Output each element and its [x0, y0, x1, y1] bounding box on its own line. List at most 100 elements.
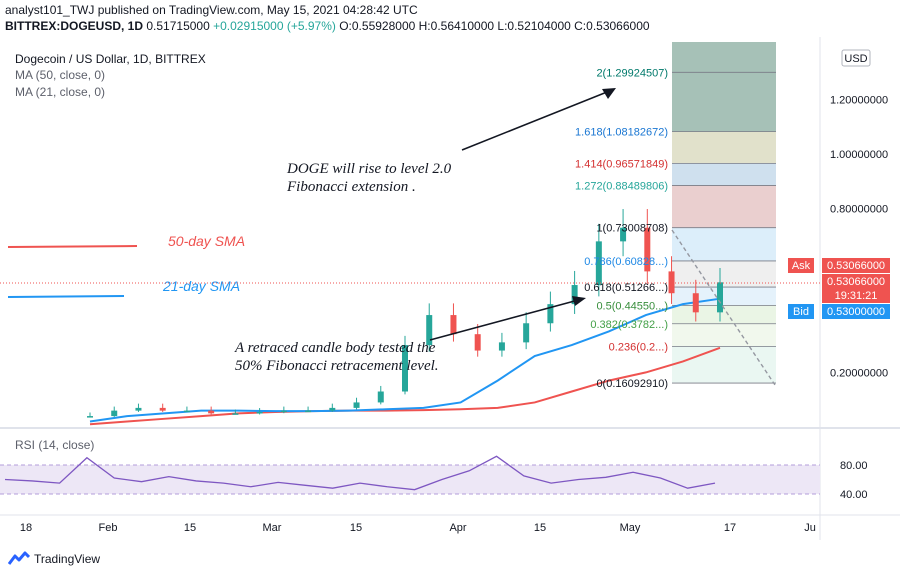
rsi-axis-ticks: 80.00 40.00 — [840, 460, 868, 501]
symbol-header: BITTREX:DOGEUSD, 1D 0.51715000 +0.029150… — [5, 19, 650, 33]
price-tick-1: 1.00000000 — [830, 149, 888, 161]
fib-zone-9 — [672, 346, 776, 384]
sma21-legend-line — [7, 295, 125, 298]
fib-label-3: 1.272(0.88489806) — [575, 180, 668, 192]
last-price-box — [822, 274, 890, 303]
fib-label-0: 2(1.29924507) — [596, 67, 668, 79]
currency-button[interactable] — [841, 49, 871, 67]
target-arrow — [461, 89, 613, 151]
fib-label-4: 1(0.73008708) — [596, 223, 668, 235]
bid-price: 0.53000000 — [827, 306, 885, 318]
currency-label: USD — [844, 53, 867, 65]
last-price: 0.53066000 — [827, 276, 885, 288]
ma50-legend[interactable]: MA (50, close, 0) — [15, 68, 105, 82]
rsi-tick-1: 40.00 — [840, 489, 868, 501]
bid-tag — [788, 304, 814, 319]
candle-body — [159, 407, 166, 411]
candle-body — [717, 282, 723, 313]
fib-zone-8 — [672, 323, 776, 347]
low-value: L:0.52104000 — [497, 19, 571, 33]
ask-price: 0.53066000 — [827, 260, 885, 272]
candle-body — [87, 416, 93, 418]
candle-body — [183, 410, 190, 413]
fib-label-8: 0.382(0.3782...) — [590, 319, 668, 331]
change-header: +0.02915000 (+5.97%) — [213, 19, 336, 33]
candle-body — [571, 285, 578, 305]
retrace-annotation-line2: 50% Fibonacci retracement level. — [235, 358, 439, 374]
candle-body — [450, 315, 457, 335]
retrace-annotation-line1: A retraced candle body tested the — [234, 340, 436, 356]
candle-body — [620, 227, 627, 242]
candle-body — [547, 304, 554, 324]
sma50-legend-line — [7, 245, 138, 248]
ask-tag-label: Ask — [792, 260, 811, 272]
time-tick-2: 15 — [184, 522, 196, 534]
candle-body — [523, 323, 530, 343]
price-tick-0: 1.20000000 — [830, 94, 888, 106]
candle-body — [256, 411, 263, 414]
moving-average-lines — [89, 297, 721, 426]
time-tick-9: Ju — [804, 522, 816, 534]
candle-body — [208, 410, 215, 414]
ma50-line — [89, 346, 721, 426]
time-tick-5: Apr — [449, 522, 466, 534]
ma21-legend[interactable]: MA (21, close, 0) — [15, 85, 105, 99]
candlestick-series — [87, 209, 723, 418]
target-arrowhead — [602, 88, 616, 99]
ask-price-box — [822, 258, 890, 273]
fib-zone-4 — [672, 227, 776, 261]
target-annotation-line2: Fibonacci extension . — [286, 179, 416, 195]
rsi-legend[interactable]: RSI (14, close) — [15, 438, 94, 452]
candle-body — [329, 407, 336, 411]
candle-body — [232, 413, 239, 415]
retrace-arrow — [429, 298, 583, 341]
candle-body — [644, 227, 651, 272]
candle-body — [111, 410, 118, 417]
candle-body — [426, 315, 433, 346]
time-tick-1: Feb — [99, 522, 118, 534]
bid-price-box — [822, 304, 890, 319]
candle-body — [353, 402, 360, 408]
symbol-name: BITTREX:DOGEUSD, 1D — [5, 19, 144, 33]
price-tick-2: 0.80000000 — [830, 204, 888, 216]
candle-body — [305, 410, 312, 413]
fib-zone-0 — [672, 42, 776, 132]
fib-label-2: 1.414(0.96571849) — [575, 158, 668, 170]
price-axis-ticks: 1.20000000 1.00000000 0.80000000 0.20000000 — [830, 94, 888, 379]
retrace-arrowhead — [572, 296, 586, 306]
fib-label-6: 0.618(0.51266...) — [584, 282, 668, 294]
time-tick-6: 15 — [534, 522, 546, 534]
close-value: C:0.53066000 — [574, 19, 650, 33]
fibonacci-level-labels: 2(1.29924507) 1.618(1.08182672) 1.414(0.96… — [575, 67, 668, 390]
fibonacci-extension-zones — [672, 42, 776, 384]
trend-projection-line — [671, 229, 776, 386]
time-tick-7: May — [620, 522, 641, 534]
open-value: O:0.55928000 — [339, 19, 416, 33]
last-price-header: 0.51715000 — [146, 19, 210, 33]
tradingview-brand: TradingView — [34, 552, 101, 566]
fib-label-5: 0.786(0.60828...) — [584, 256, 668, 268]
candle-body — [377, 391, 384, 403]
ask-tag — [788, 258, 814, 273]
candle-body — [668, 271, 675, 294]
rsi-line — [4, 455, 716, 491]
candle-body — [692, 293, 699, 313]
high-value: H:0.56410000 — [418, 19, 495, 33]
candle-body — [135, 407, 142, 411]
time-tick-0: 18 — [20, 522, 32, 534]
bar-countdown: 19:31:21 — [835, 290, 878, 302]
bid-tag-label: Bid — [793, 306, 809, 318]
time-tick-4: 15 — [350, 522, 362, 534]
sma50-annotation: 50-day SMA — [168, 233, 245, 249]
tradingview-logo[interactable]: TradingView — [8, 551, 100, 567]
candle-body — [280, 410, 287, 413]
fib-label-9: 0.236(0.2...) — [609, 341, 668, 353]
candle-body — [402, 345, 408, 392]
tradingview-logo-icon — [8, 551, 30, 565]
fib-label-1: 1.618(1.08182672) — [575, 127, 668, 139]
rsi-tick-0: 80.00 — [840, 460, 868, 472]
candle-body — [595, 241, 602, 286]
fib-zone-2 — [672, 163, 776, 186]
time-tick-8: 17 — [724, 522, 736, 534]
